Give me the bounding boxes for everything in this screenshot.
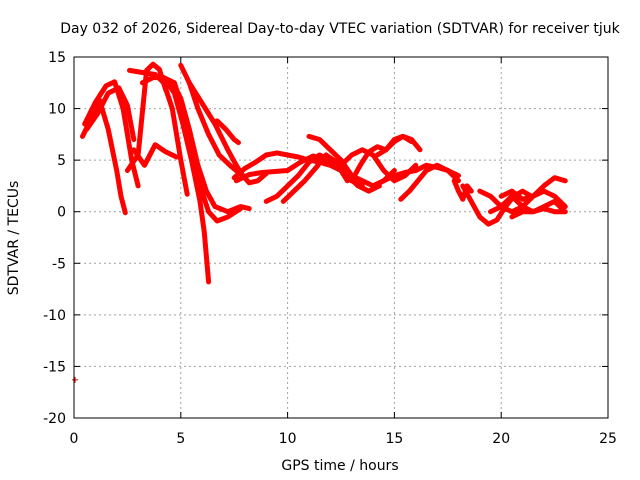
- x-tick-label: 5: [176, 431, 185, 447]
- y-tick-label: -15: [43, 359, 66, 375]
- series-track-7: [139, 75, 212, 285]
- x-tick-label: 10: [279, 431, 297, 447]
- series-track-16: [280, 152, 382, 204]
- series-track-4: [84, 85, 137, 142]
- x-tick-label: 0: [70, 431, 79, 447]
- outlier-point: [72, 376, 79, 383]
- y-tick-label: 15: [48, 50, 66, 66]
- tick-layer: 0 5 10 15 20 25 -20 -15 -10 -5 0 5 10 15: [43, 50, 617, 447]
- series-track-26: [488, 193, 568, 215]
- series-layer: [72, 61, 568, 383]
- series-track-28: [509, 198, 566, 220]
- series-track-27: [498, 175, 568, 202]
- x-tick-label: 15: [385, 431, 403, 447]
- x-tick-label: 20: [492, 431, 510, 447]
- chart-title: Day 032 of 2026, Sidereal Day-to-day VTE…: [60, 21, 620, 37]
- y-tick-label: -20: [43, 411, 66, 427]
- series-track-22: [398, 162, 461, 202]
- y-tick-label: 0: [57, 205, 66, 221]
- series-track-18: [338, 147, 419, 184]
- series-track-12: [214, 118, 241, 146]
- y-tick-label: 5: [57, 153, 66, 169]
- x-tick-label: 25: [599, 431, 617, 447]
- grid-layer: [74, 57, 608, 418]
- y-tick-label: -10: [43, 308, 66, 324]
- series-track-5: [127, 67, 190, 197]
- x-axis-label: GPS time / hours: [281, 458, 398, 474]
- series-track-11: [186, 80, 269, 186]
- y-tick-label: -5: [52, 256, 66, 272]
- series-track-6: [131, 142, 179, 168]
- series-track-24: [460, 183, 534, 227]
- y-tick-label: 10: [48, 102, 66, 118]
- series-track-23: [451, 178, 474, 202]
- y-axis-label: SDTVAR / TECUs: [6, 181, 22, 296]
- plot-frame: [73, 56, 609, 419]
- series-track-9: [169, 80, 252, 215]
- series-track-20: [374, 133, 414, 158]
